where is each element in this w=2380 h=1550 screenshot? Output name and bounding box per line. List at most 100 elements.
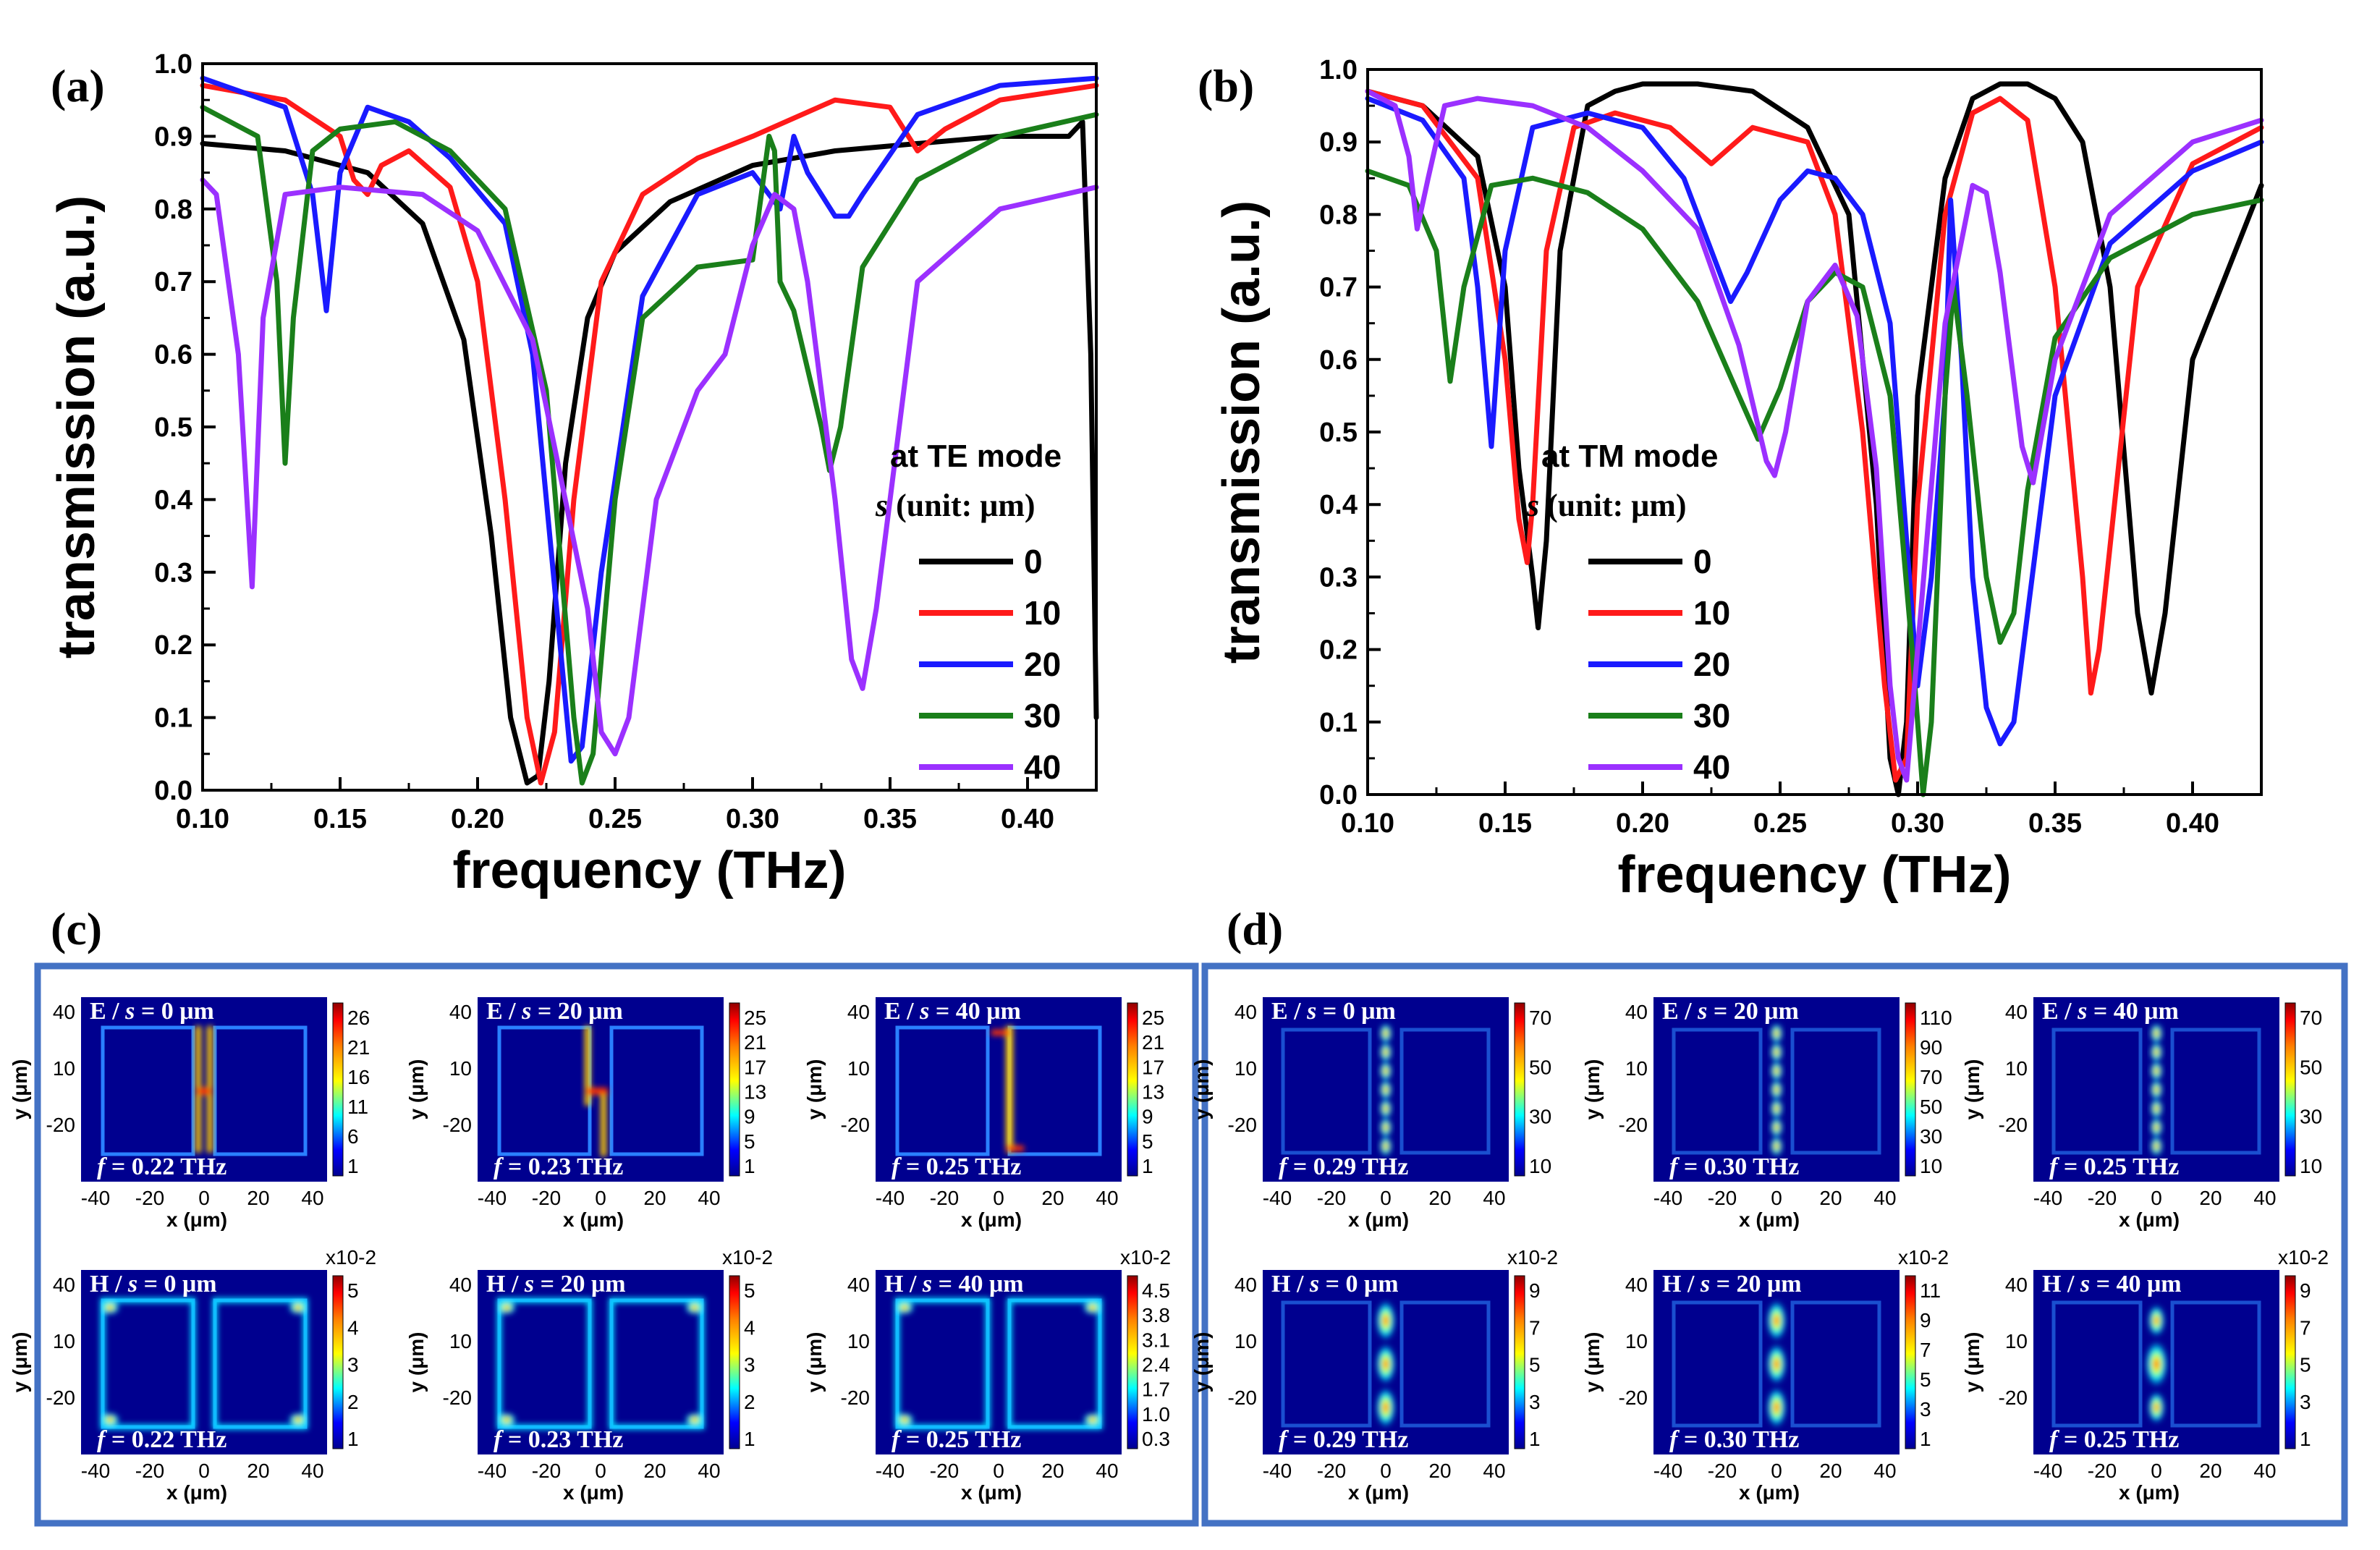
- field-s-symbol: s: [127, 1271, 137, 1297]
- colorbar-tick: 2.4: [1142, 1354, 1170, 1376]
- colorbar: [729, 1002, 740, 1177]
- colorbar-tick: 5: [347, 1279, 359, 1302]
- colorbar-tick: 1: [347, 1155, 359, 1177]
- field-x-tick: 40: [301, 1460, 323, 1482]
- resonator-outline: [101, 1025, 308, 1156]
- field-x-tick: -20: [532, 1460, 561, 1482]
- field-map-title: E / s = 40 μm: [884, 998, 1021, 1025]
- field-map-title: H / s = 40 μm: [2042, 1271, 2182, 1297]
- left-ring: [1672, 1028, 1763, 1155]
- right-ring: [2170, 1028, 2261, 1155]
- colorbar-tick: 6: [347, 1125, 359, 1148]
- field-hotspot: [1379, 1042, 1392, 1062]
- field-y-tick: -20: [841, 1386, 870, 1409]
- field-hotspot: [1770, 1098, 1783, 1119]
- field-hotspot: [1379, 1080, 1392, 1100]
- field-type: E /: [1271, 998, 1307, 1025]
- field-x-tick: 0: [2151, 1460, 2162, 1482]
- colorbar-exponent: x10-2: [1507, 1246, 1558, 1269]
- field-x-tick: 20: [643, 1187, 666, 1209]
- field-map-frequency: f = 0.30 THz: [1669, 1426, 1799, 1453]
- colorbar-tick: 13: [1142, 1081, 1164, 1104]
- field-x-label: x (μm): [563, 1208, 624, 1231]
- field-x-tick: 40: [301, 1187, 323, 1209]
- y-tick-label: 0.1: [154, 703, 192, 734]
- field-hotspot: [1770, 1023, 1783, 1043]
- colorbar: [332, 1002, 344, 1177]
- legend-label-0: 0: [1024, 543, 1043, 580]
- field-x-tick: -20: [1317, 1460, 1346, 1482]
- field-hotspots: [2145, 1305, 2168, 1423]
- field-y-tick: -20: [1228, 1386, 1257, 1409]
- left-ring: [2051, 1300, 2143, 1428]
- y-tick-label: 0.5: [1319, 418, 1358, 448]
- freq-symbol: f: [1669, 1426, 1680, 1453]
- field-y-tick: 10: [449, 1330, 472, 1352]
- field-x-tick: 40: [2253, 1187, 2276, 1209]
- resonator-outline: [1672, 1028, 1881, 1155]
- x-tick-label: 0.40: [1001, 804, 1054, 834]
- field-bar: [585, 1026, 590, 1106]
- colorbar-tick: 9: [1920, 1309, 1931, 1331]
- field-y-tick: 10: [1625, 1330, 1648, 1352]
- y-tick-label: 0.0: [1319, 780, 1358, 810]
- field-x-tick: -20: [135, 1460, 164, 1482]
- field-x-tick: -40: [1653, 1187, 1682, 1209]
- colorbar-tick: 1: [1142, 1155, 1153, 1177]
- colorbar-exponent: x10-2: [326, 1246, 376, 1269]
- freq-symbol: f: [494, 1426, 504, 1453]
- field-x-tick: -40: [478, 1460, 507, 1482]
- field-y-tick: 10: [2005, 1330, 2028, 1352]
- field-x-label: x (μm): [961, 1481, 1022, 1504]
- colorbar-tick: 9: [1529, 1279, 1541, 1302]
- legend-s-symbol: s: [1526, 488, 1539, 523]
- colorbar: [1514, 1002, 1525, 1177]
- field-x-tick: -20: [532, 1187, 561, 1209]
- field-y-label: y (μm): [803, 1331, 826, 1392]
- field-type: H /: [90, 1271, 128, 1297]
- field-ring-glow: [894, 1297, 991, 1430]
- field-map-frequency: f = 0.25 THz: [892, 1153, 1021, 1180]
- y-tick-label: 0.4: [1319, 490, 1358, 520]
- right-ring: [2170, 1300, 2261, 1428]
- field-map-title: E / s = 20 μm: [1662, 998, 1799, 1025]
- field-x-tick: -20: [2088, 1460, 2117, 1482]
- field-hotspot: [2150, 1042, 2163, 1062]
- field-hotspot: [2148, 1305, 2165, 1337]
- series-line-20: [1365, 96, 2264, 747]
- field-map-frequency: f = 0.29 THz: [1279, 1153, 1408, 1180]
- legend-label-10: 10: [1693, 594, 1730, 632]
- right-ring: [213, 1025, 308, 1156]
- colorbar-tick: 10: [2300, 1155, 2322, 1177]
- legend-label-0: 0: [1693, 543, 1712, 580]
- field-hotspots: [1770, 1023, 1783, 1156]
- colorbar-tick: 1: [347, 1428, 359, 1450]
- field-type: H /: [884, 1271, 923, 1297]
- field-hotspot: [2150, 1080, 2163, 1100]
- field-hotspot: [894, 1413, 915, 1427]
- field-y-tick: 40: [449, 1001, 472, 1023]
- field-x-tick: 0: [1380, 1187, 1392, 1209]
- colorbar-exponent: x10-2: [1898, 1246, 1949, 1269]
- colorbar-tick: 5: [1142, 1130, 1153, 1153]
- y-tick-label: 0.4: [154, 485, 192, 515]
- field-x-tick: -40: [478, 1187, 507, 1209]
- field-y-tick: -20: [1619, 1114, 1648, 1136]
- field-bar: [1006, 1145, 1024, 1151]
- field-x-tick: 40: [1483, 1460, 1505, 1482]
- colorbar-tick: 1: [2300, 1428, 2311, 1450]
- field-y-label: y (μm): [803, 1059, 826, 1119]
- field-y-label: y (μm): [1581, 1059, 1604, 1119]
- field-x-tick: 0: [993, 1460, 1004, 1482]
- x-tick-label: 0.20: [1616, 808, 1669, 839]
- field-map-frequency: f = 0.23 THz: [494, 1153, 623, 1180]
- field-x-label: x (μm): [1348, 1481, 1409, 1504]
- field-x-tick: -20: [930, 1187, 959, 1209]
- series-line-0: [200, 119, 1099, 786]
- colorbar-tick: 2: [744, 1391, 755, 1413]
- field-x-label: x (μm): [166, 1481, 227, 1504]
- field-type: H /: [486, 1271, 525, 1297]
- colorbar-tick: 5: [2300, 1354, 2311, 1376]
- field-x-label: x (μm): [166, 1208, 227, 1231]
- field-y-tick: 10: [449, 1057, 472, 1080]
